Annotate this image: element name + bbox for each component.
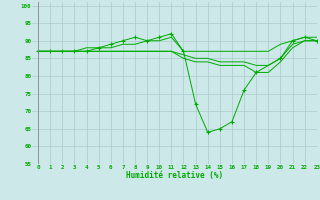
X-axis label: Humidité relative (%): Humidité relative (%) — [126, 171, 223, 180]
